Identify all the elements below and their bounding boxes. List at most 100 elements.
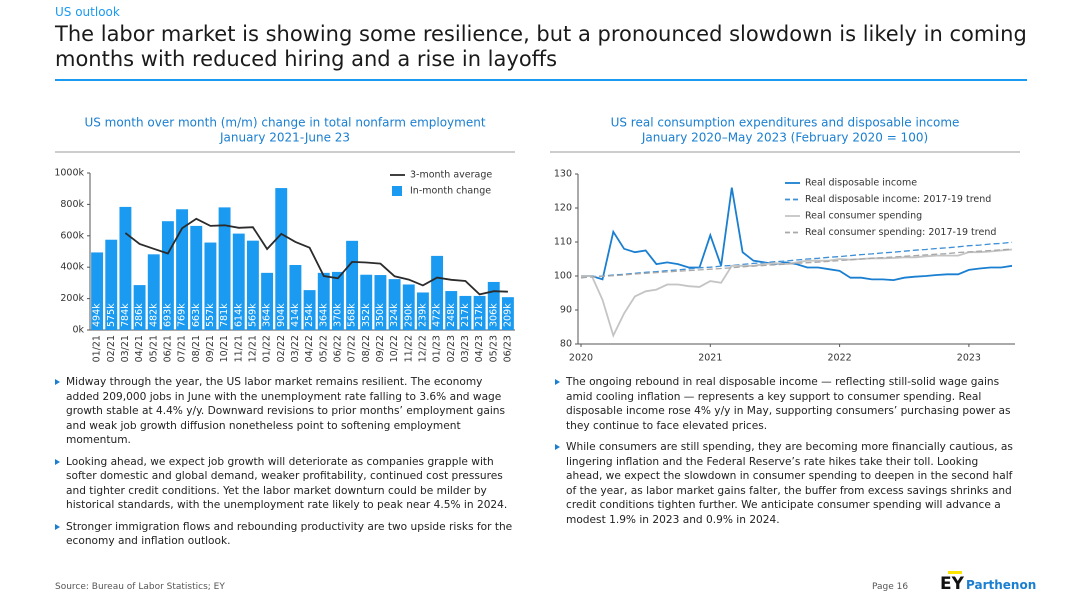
bar-label: 364k — [262, 303, 273, 327]
bar-label: 494k — [92, 303, 103, 327]
bar-label: 569k — [247, 303, 258, 327]
bar — [317, 272, 330, 330]
left-column: Midway through the year, the US labor ma… — [55, 375, 517, 556]
brand: Parthenon — [966, 578, 1037, 592]
bar-label: 769k — [177, 303, 188, 327]
bar-label: 781k — [219, 303, 230, 327]
bar-label: 209k — [502, 303, 513, 327]
bar — [261, 272, 274, 330]
x-tick-label: 03/23 — [460, 335, 471, 362]
bar — [416, 292, 429, 330]
x-tick-label: 08/22 — [361, 335, 372, 362]
bar — [402, 284, 415, 330]
x-tick-label: 01/22 — [262, 335, 273, 362]
x-tick-label: 12/22 — [417, 335, 428, 362]
bar — [275, 188, 288, 330]
x-tick-label: 02/21 — [106, 335, 117, 362]
bar-label: 364k — [318, 303, 329, 327]
x-tick-label: 10/22 — [389, 335, 400, 362]
bar — [431, 255, 444, 330]
bullet: Midway through the year, the US labor ma… — [55, 375, 517, 448]
chart-subtitle: January 2021-June 23 — [219, 131, 350, 145]
bar — [459, 295, 472, 330]
bar-label: 248k — [446, 303, 457, 327]
logo: EY — [940, 574, 964, 594]
x-tick-label: 07/21 — [177, 335, 188, 362]
x-tick-label: 2020 — [569, 353, 593, 364]
y-tick-label: 1000k — [54, 168, 84, 179]
y-tick-label: 100 — [554, 271, 572, 282]
bar-label: 482k — [148, 303, 159, 327]
chart-title: US month over month (m/m) change in tota… — [84, 116, 485, 130]
bullet: While consumers are still spending, they… — [555, 440, 1017, 527]
bar-label: 239k — [417, 303, 428, 327]
bar — [133, 285, 146, 330]
bar — [190, 225, 203, 330]
x-tick-label: 06/21 — [162, 335, 173, 362]
bar — [91, 252, 104, 330]
x-tick-label: 03/22 — [290, 335, 301, 362]
kicker: US outlook — [55, 5, 120, 19]
bar — [445, 291, 458, 330]
x-tick-label: 04/21 — [134, 335, 145, 362]
bar-label: 306k — [488, 303, 499, 327]
x-tick-label: 04/23 — [474, 335, 485, 362]
bar-label: 472k — [432, 303, 443, 327]
x-tick-label: 09/22 — [375, 335, 386, 362]
y-tick-label: 0k — [72, 325, 84, 336]
bar — [346, 240, 359, 330]
bar — [487, 281, 500, 330]
legend-label: 3-month average — [410, 170, 492, 181]
y-tick-label: 110 — [554, 237, 572, 248]
x-tick-label: 02/23 — [446, 335, 457, 362]
x-tick-label: 05/21 — [148, 335, 159, 362]
logo-bar — [948, 571, 962, 574]
bar — [303, 290, 316, 330]
bar-label: 568k — [347, 303, 358, 327]
line — [580, 241, 1013, 279]
y-tick-label: 130 — [554, 169, 572, 180]
bar — [289, 265, 302, 330]
y-tick-label: 400k — [60, 262, 84, 273]
chart: US real consumption expenditures and dis… — [550, 116, 1020, 364]
y-tick-label: 80 — [560, 339, 572, 350]
legend-label: Real disposable income — [805, 178, 917, 189]
bar — [473, 295, 486, 330]
bar-label: 217k — [474, 303, 485, 327]
x-tick-label: 02/22 — [276, 335, 287, 362]
x-tick-label: 11/21 — [233, 335, 244, 362]
page-number: Page 16 — [872, 582, 909, 592]
line — [124, 217, 508, 296]
bar-label: 614k — [233, 303, 244, 327]
bar — [105, 239, 118, 330]
bar — [218, 207, 231, 330]
y-tick-label: 120 — [554, 203, 572, 214]
legend-label: Real consumer spending — [805, 211, 922, 222]
bar — [246, 240, 259, 330]
bar-label: 286k — [134, 303, 145, 327]
bar — [176, 209, 189, 330]
x-tick-label: 06/22 — [332, 335, 343, 362]
bar — [147, 254, 160, 330]
bar — [360, 274, 373, 330]
bar-label: 254k — [304, 303, 315, 327]
bar — [388, 279, 401, 330]
x-tick-label: 08/21 — [191, 335, 202, 362]
x-tick-label: 07/22 — [347, 335, 358, 362]
bullet: Looking ahead, we expect job growth will… — [55, 455, 517, 513]
right-column: The ongoing rebound in real disposable i… — [555, 375, 1017, 534]
x-tick-label: 2023 — [957, 353, 981, 364]
bar-label: 370k — [332, 303, 343, 327]
x-tick-label: 09/21 — [205, 335, 216, 362]
line — [580, 248, 1013, 279]
x-tick-label: 05/23 — [488, 335, 499, 362]
x-tick-label: 03/21 — [120, 335, 131, 362]
x-tick-label: 11/22 — [403, 335, 414, 362]
chart: US month over month (m/m) change in tota… — [54, 116, 515, 362]
bar-label: 693k — [162, 303, 173, 327]
bar — [119, 206, 132, 330]
source: Source: Bureau of Labor Statistics; EY — [55, 582, 225, 592]
bar-label: 904k — [276, 303, 287, 327]
x-tick-label: 10/21 — [219, 335, 230, 362]
